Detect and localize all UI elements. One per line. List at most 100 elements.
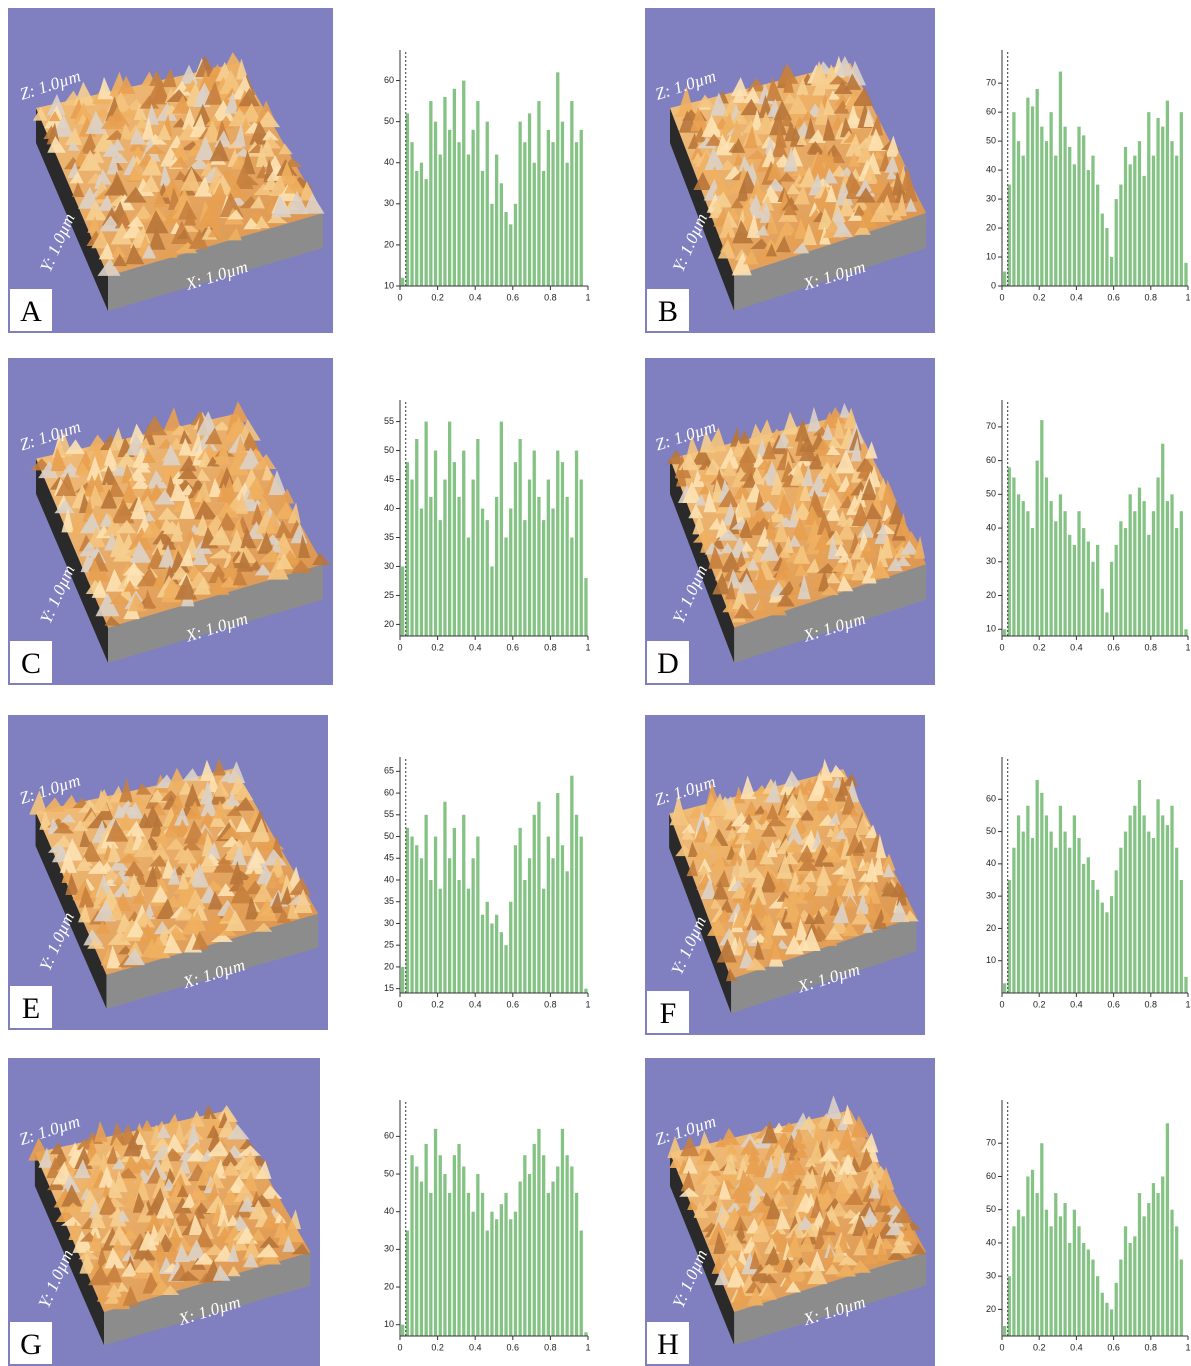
surface-peak [287, 502, 301, 524]
surface-peak [692, 469, 706, 488]
bar [401, 1324, 405, 1336]
bar [433, 836, 438, 993]
bar [1035, 1193, 1039, 1336]
bar [1096, 184, 1100, 286]
surface-peak [795, 77, 809, 96]
bar [1054, 1193, 1058, 1336]
bar [560, 121, 565, 287]
surface-peak [240, 175, 259, 186]
bar [1040, 792, 1044, 993]
surface-peak [851, 560, 867, 581]
surface-peak [712, 179, 731, 196]
surface-peak [736, 573, 758, 594]
bar [1030, 106, 1035, 286]
bar [560, 845, 565, 993]
bar [1035, 460, 1039, 636]
surface-peak [698, 1131, 712, 1149]
surface-peak [896, 882, 908, 906]
surface-peak [821, 846, 843, 863]
surface-peak [169, 481, 188, 502]
bar [452, 1155, 456, 1336]
front-side [106, 913, 319, 1009]
bar [560, 462, 565, 636]
surface-peak [211, 421, 231, 431]
surface-peak [193, 576, 212, 595]
surface-peak [732, 483, 754, 500]
surface-peak [783, 147, 799, 172]
surface-peak [156, 825, 169, 847]
bar [433, 1128, 438, 1336]
surface-peak [708, 792, 728, 816]
surface-peak [255, 1160, 272, 1179]
bar [485, 520, 489, 636]
surface-peak [280, 885, 293, 905]
bar [1142, 815, 1146, 993]
bar [1049, 501, 1053, 636]
surface-peak [808, 1185, 826, 1201]
bar [579, 836, 583, 993]
surface-peak [214, 779, 230, 797]
surface-peak [783, 203, 798, 216]
bar [462, 1166, 466, 1336]
bar [1096, 889, 1100, 993]
surface-peak [171, 543, 189, 562]
surface-peak [158, 544, 176, 568]
surface-peak [687, 1200, 700, 1210]
surface-peak [123, 561, 147, 587]
bar [476, 438, 480, 636]
bar [401, 966, 405, 993]
surface-peak [196, 411, 219, 436]
front-side [104, 1252, 311, 1346]
bar [1091, 1259, 1095, 1336]
surface-peak [189, 1110, 205, 1127]
bar [1054, 847, 1058, 993]
surface-peak [117, 945, 133, 955]
bar [1068, 847, 1072, 993]
surface-peak [88, 1231, 102, 1252]
surface-peak [151, 538, 167, 556]
surface-peak [209, 811, 227, 827]
bar [537, 496, 541, 636]
surface-peak [732, 439, 746, 457]
surface-peak [52, 822, 75, 834]
surface-peak [80, 1178, 96, 1192]
surface-peak [718, 489, 739, 508]
bar [1184, 629, 1188, 636]
x-tick-label: 0.2 [431, 1342, 444, 1352]
surface-peak [805, 1168, 819, 1189]
bar [401, 566, 405, 636]
surface-peak [238, 1195, 257, 1212]
surface-peak [250, 1194, 273, 1207]
surface-peak [766, 815, 787, 827]
bar [490, 923, 494, 993]
surface-peak [137, 437, 151, 449]
surface-peak [139, 95, 160, 109]
surface-peak [234, 796, 255, 811]
bar [424, 179, 428, 286]
surface-peak [715, 869, 731, 888]
surface-peak [854, 221, 871, 235]
surface-peak [222, 1161, 241, 1176]
bar [532, 450, 536, 636]
bar [480, 914, 485, 993]
surface-peak [804, 912, 817, 924]
surface-peak [781, 196, 799, 211]
surface-peak [174, 807, 190, 826]
bar [1016, 494, 1021, 636]
surface-peak [678, 86, 694, 111]
surface-peak [123, 947, 145, 966]
surface-peak [681, 828, 695, 840]
surface-peak [774, 519, 790, 543]
surface-peak [765, 779, 781, 803]
bar [452, 827, 456, 993]
surface-peak [205, 1194, 228, 1214]
bar [415, 438, 419, 636]
surface-peak [184, 783, 201, 807]
x-tick-label: 0.2 [1033, 999, 1046, 1009]
bar [1151, 838, 1156, 993]
x-tick-label: 1 [585, 1342, 590, 1352]
surface-peak [123, 832, 136, 854]
surface-peak [83, 929, 104, 946]
surface-peak [131, 477, 151, 489]
